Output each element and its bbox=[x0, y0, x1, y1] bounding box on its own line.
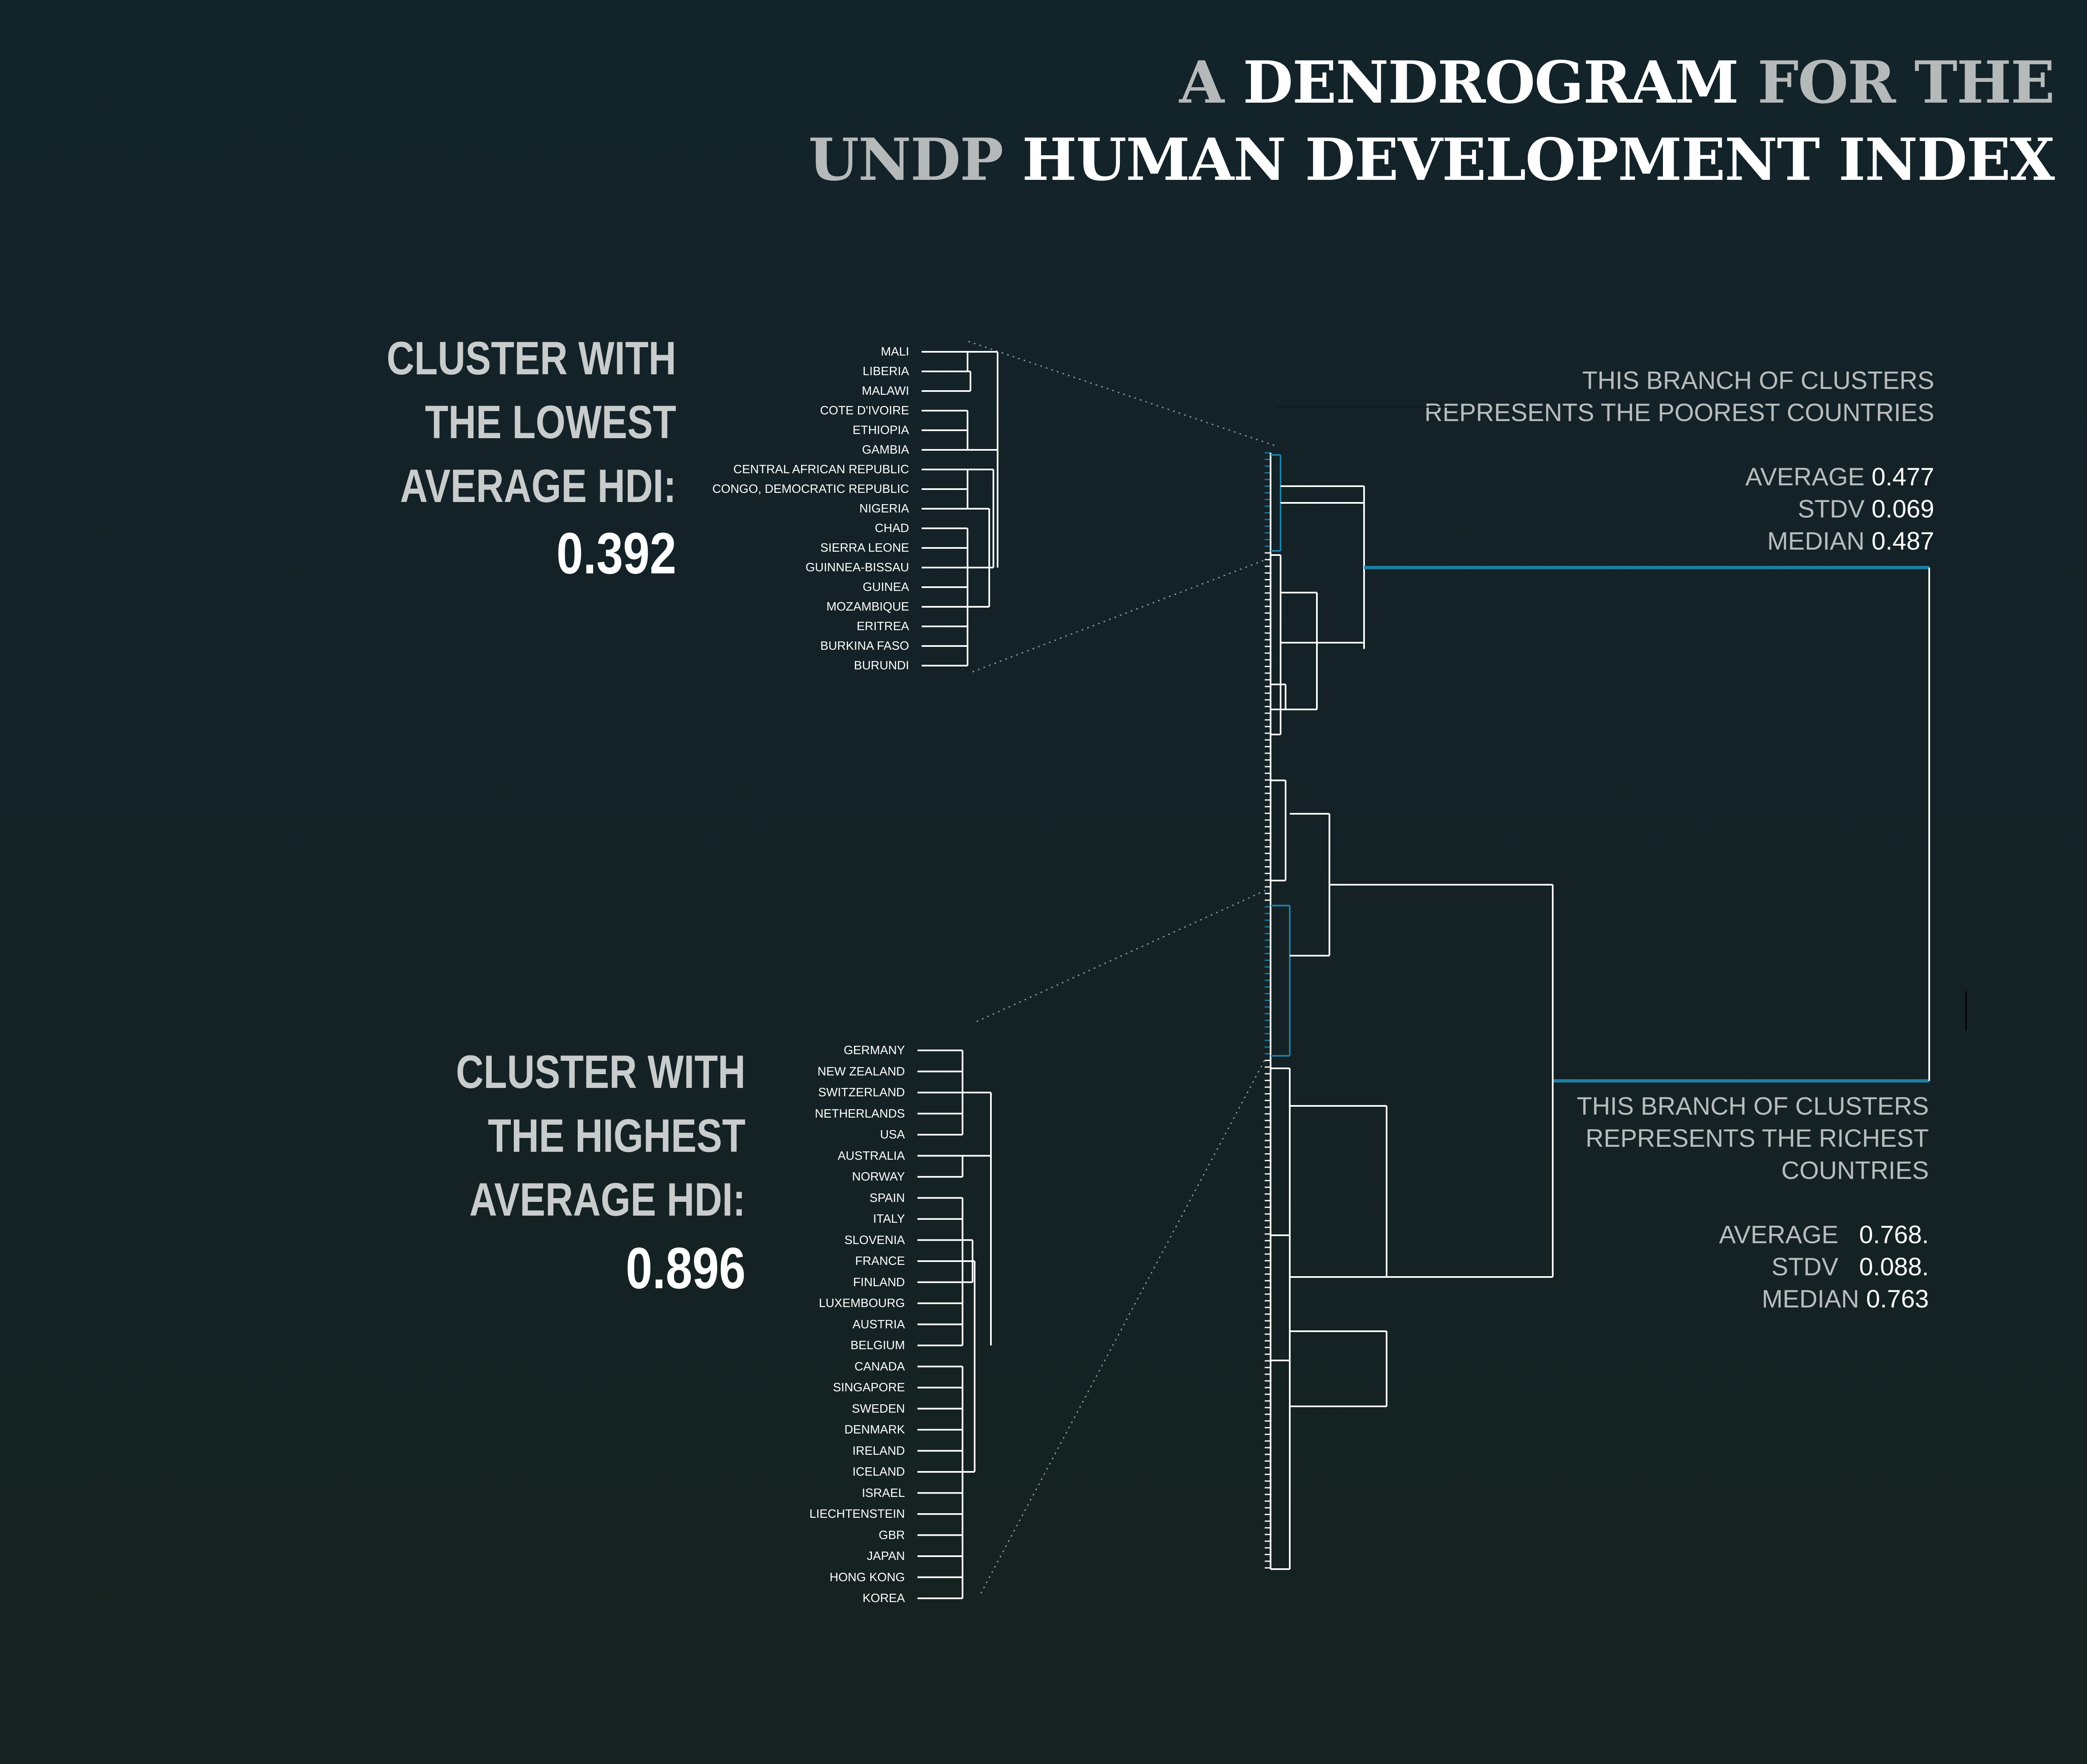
lowest-label-15: BURKINA FASO bbox=[820, 639, 909, 653]
highest-label-8: ITALY bbox=[873, 1212, 905, 1226]
highest-label-19: IRELAND bbox=[852, 1444, 905, 1458]
highest-label-24: JAPAN bbox=[867, 1549, 905, 1563]
rich-note-line-3: COUNTRIES bbox=[1781, 1156, 1929, 1184]
highest-label-20: ICELAND bbox=[852, 1465, 905, 1479]
highest-connector-bottom bbox=[980, 1060, 1266, 1594]
title-line-1: A DENDROGRAM FOR THE bbox=[1179, 48, 2055, 116]
highest-label-15: CANADA bbox=[854, 1360, 905, 1373]
highest-label-4: USA bbox=[880, 1128, 905, 1141]
lowest-label-1: LIBERIA bbox=[862, 365, 909, 378]
rich-note-line-2: REPRESENTS THE RICHEST bbox=[1585, 1124, 1929, 1152]
highest-label-21: ISRAEL bbox=[862, 1486, 905, 1500]
poor-note-line-2: REPRESENTS THE POOREST COUNTRIES bbox=[1424, 399, 1934, 426]
highest-connector-top bbox=[976, 888, 1269, 1022]
lowest-connector-bottom bbox=[972, 558, 1267, 673]
rich-note-line-1: THIS BRANCH OF CLUSTERS bbox=[1577, 1092, 1929, 1120]
highest-label-25: HONG KONG bbox=[829, 1570, 905, 1584]
title-word-undp: UNDP bbox=[808, 125, 1003, 194]
highest-cluster-heading: CLUSTER WITH THE HIGHEST AVERAGE HDI: bbox=[456, 1040, 745, 1232]
highest-label-0: GERMANY bbox=[844, 1044, 905, 1057]
lowest-label-8: NIGERIA bbox=[859, 502, 909, 515]
rich-branch-note: THIS BRANCH OF CLUSTERS REPRESENTS THE R… bbox=[1577, 1090, 1929, 1315]
title-word-dendrogram: DENDROGRAM bbox=[1243, 48, 1739, 116]
lowest-label-2: MALAWI bbox=[862, 384, 909, 398]
lowest-label-0: MALI bbox=[881, 345, 909, 358]
highest-cluster-value: 0.896 bbox=[625, 1235, 745, 1301]
highest-label-3: NETHERLANDS bbox=[815, 1107, 905, 1120]
lowest-label-6: CENTRAL AFRICAN REPUBLIC bbox=[733, 463, 909, 476]
lowest-heading-line-1: CLUSTER WITH bbox=[387, 332, 676, 384]
lowest-label-9: CHAD bbox=[874, 522, 909, 535]
highest-label-18: DENMARK bbox=[844, 1423, 905, 1436]
lowest-label-10: SIERRA LEONE bbox=[820, 541, 909, 555]
poor-branch-note: THIS BRANCH OF CLUSTERS REPRESENTS THE P… bbox=[1425, 364, 1934, 557]
highest-label-23: GBR bbox=[879, 1528, 905, 1542]
lowest-cluster-heading: CLUSTER WITH THE LOWEST AVERAGE HDI: bbox=[387, 326, 676, 518]
lowest-label-7: CONGO, DEMOCRATIC REPUBLIC bbox=[712, 482, 909, 496]
poor-stat-stdv: STDV 0.069 bbox=[1798, 495, 1934, 523]
poor-stat-median: MEDIAN 0.487 bbox=[1767, 527, 1934, 555]
poor-note-line-1: THIS BRANCH OF CLUSTERS bbox=[1582, 366, 1934, 394]
rich-stat-stdv: STDV 0.088. bbox=[1771, 1253, 1929, 1281]
lowest-label-5: GAMBIA bbox=[862, 443, 909, 457]
title-word-a: A bbox=[1179, 48, 1224, 116]
lowest-heading-line-2: THE LOWEST bbox=[424, 396, 676, 448]
highest-label-1: NEW ZEALAND bbox=[817, 1065, 905, 1078]
lowest-cluster-value: 0.392 bbox=[556, 520, 676, 586]
highest-label-6: NORWAY bbox=[852, 1170, 905, 1184]
lowest-connector-top bbox=[968, 341, 1276, 447]
highest-label-22: LIECHTENSTEIN bbox=[809, 1507, 905, 1521]
lowest-label-14: ERITREA bbox=[857, 620, 909, 633]
highest-heading-line-3: AVERAGE HDI: bbox=[469, 1173, 745, 1226]
title-word-hdi: HUMAN DEVELOPMENT INDEX bbox=[1022, 125, 2055, 194]
highest-heading-line-2: THE HIGHEST bbox=[488, 1110, 745, 1162]
highest-label-12: LUXEMBOURG bbox=[819, 1297, 905, 1310]
highest-label-26: KOREA bbox=[862, 1592, 905, 1605]
highest-label-7: SPAIN bbox=[869, 1191, 905, 1205]
highest-label-17: SWEDEN bbox=[851, 1402, 905, 1416]
highest-label-10: FRANCE bbox=[855, 1254, 905, 1268]
rich-stat-median: MEDIAN 0.763 bbox=[1761, 1285, 1929, 1313]
highest-label-2: SWITZERLAND bbox=[818, 1086, 905, 1099]
rich-stat-average: AVERAGE 0.768. bbox=[1719, 1221, 1929, 1249]
highest-label-5: AUSTRALIA bbox=[837, 1149, 905, 1163]
highest-label-13: AUSTRIA bbox=[852, 1317, 905, 1331]
lowest-label-11: GUINNEA-BISSAU bbox=[805, 561, 909, 574]
highest-label-11: FINLAND bbox=[853, 1275, 905, 1289]
poor-stat-average: AVERAGE 0.477 bbox=[1745, 463, 1934, 491]
lowest-label-12: GUINEA bbox=[862, 580, 909, 594]
highest-label-9: SLOVENIA bbox=[844, 1233, 905, 1247]
title-line-2: UNDP HUMAN DEVELOPMENT INDEX bbox=[808, 125, 2055, 194]
lowest-label-16: BURUNDI bbox=[854, 659, 909, 672]
lowest-label-4: ETHIOPIA bbox=[852, 424, 909, 437]
highest-label-16: SINGAPORE bbox=[833, 1381, 905, 1394]
highest-label-14: BELGIUM bbox=[850, 1339, 905, 1352]
lowest-heading-line-3: AVERAGE HDI: bbox=[400, 460, 676, 512]
title-word-for-the: FOR THE bbox=[1757, 48, 2055, 116]
lowest-label-13: MOZAMBIQUE bbox=[826, 600, 909, 613]
lowest-label-3: COTE D'IVOIRE bbox=[820, 404, 909, 417]
highest-heading-line-1: CLUSTER WITH bbox=[456, 1046, 745, 1098]
